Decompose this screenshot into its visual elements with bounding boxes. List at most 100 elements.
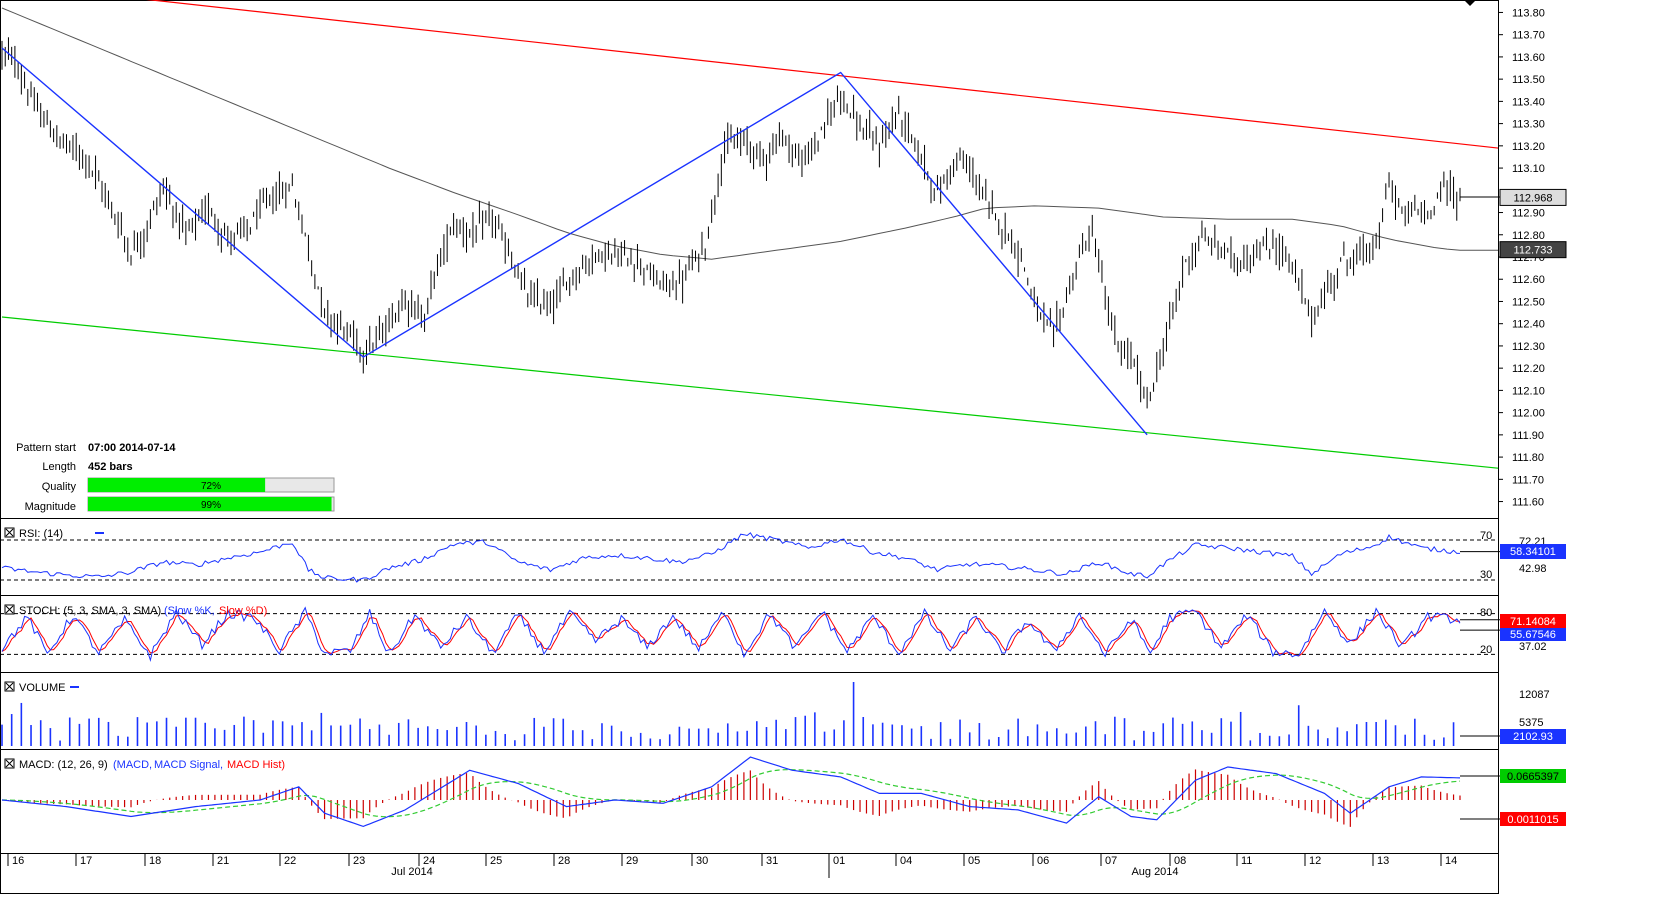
volume-current-value: 2102.93	[1513, 731, 1553, 743]
day-label: 11	[1241, 855, 1252, 867]
volume-axis-high: 12087	[1519, 689, 1550, 701]
pattern-length-label: Length	[42, 461, 76, 473]
stoch-pane-frame	[0, 595, 1499, 673]
macd-current-badge	[1500, 769, 1566, 783]
rsi-line	[1, 532, 1460, 583]
month-label-jul: Jul 2014	[391, 866, 433, 878]
day-label: 12	[1309, 855, 1321, 867]
day-label: 14	[1445, 855, 1457, 867]
moving-average-line	[1, 7, 1498, 260]
volume-plot	[1, 682, 1500, 746]
price-tick-label: 112.90	[1512, 208, 1545, 220]
day-label: 08	[1174, 855, 1186, 867]
stoch-d-label: Slow %D)	[219, 605, 267, 617]
magnitude-label: Magnitude	[25, 501, 76, 513]
day-label: 23	[353, 855, 365, 867]
stoch-d-badge	[1500, 628, 1566, 641]
price-tick-label: 112.00	[1512, 408, 1545, 420]
price-tick-label: 113.70	[1512, 30, 1545, 42]
pattern-zigzag-line	[1, 47, 1148, 436]
rsi-level-70: 70	[1480, 530, 1492, 542]
day-label: 17	[80, 855, 92, 867]
month-label-aug: Aug 2014	[1131, 866, 1178, 878]
time-axis-frame	[0, 853, 1499, 894]
macd-plot	[1, 756, 1500, 828]
price-tick-label: 113.30	[1512, 119, 1545, 131]
day-label: 31	[766, 855, 778, 867]
pattern-start-value: 07:00 2014-07-14	[88, 442, 176, 454]
price-tick-label: 112.60	[1512, 274, 1545, 286]
stoch-d-value: 55.67546	[1510, 629, 1556, 641]
magnitude-percent: 99%	[201, 500, 221, 511]
day-label: 29	[626, 855, 638, 867]
volume-label: VOLUME	[19, 682, 65, 694]
price-pane-frame	[0, 0, 1499, 519]
day-label: 28	[558, 855, 570, 867]
pattern-start-label: Pattern start	[16, 442, 76, 454]
macd-label: MACD: (12, 26, 9)	[19, 759, 108, 771]
stoch-level-20: 20	[1480, 644, 1492, 656]
price-tick-label: 112.30	[1512, 341, 1545, 353]
stoch-close-icon-cross	[5, 605, 14, 614]
macd-line	[1, 756, 1461, 828]
stoch-axis-value: 37.02	[1519, 641, 1547, 653]
price-tick-label: 113.50	[1512, 74, 1545, 86]
stoch-k-value: 71.14084	[1510, 616, 1556, 628]
rsi-axis-value-low: 42.98	[1519, 563, 1547, 575]
current-price-value: 112.968	[1514, 192, 1553, 204]
stoch-label: STOCH: (5, 3, SMA, 3, SMA)	[19, 605, 161, 617]
price-tick-label: 111.80	[1512, 452, 1544, 464]
macd-hist-badge	[1500, 812, 1566, 826]
rsi-level-30: 30	[1480, 569, 1492, 581]
magnitude-bar-fill	[88, 497, 332, 511]
current-price-badge	[1499, 188, 1567, 206]
quality-bar-fill	[88, 478, 266, 492]
macd-header: MACD: (12, 26, 9) (MACD, MACD Signal, MA…	[4, 758, 285, 771]
time-axis: 16 17 18 21 22 23 24 25 28 29 30 31 01 04 05 06 07 08 11 12…	[7, 854, 1457, 878]
day-label: 01	[833, 855, 845, 867]
price-tick-label: 112.80	[1512, 230, 1545, 242]
pattern-length-value: 452 bars	[88, 461, 133, 473]
quality-percent: 72%	[201, 481, 221, 492]
stoch-header: STOCH: (5, 3, SMA, 3, SMA) (Slow %K, Slo…	[4, 604, 267, 617]
macd-hist-value: 0.0011015	[1507, 814, 1558, 826]
day-label: 04	[900, 855, 912, 867]
stoch-d-line	[1, 610, 1460, 657]
day-label: 24	[423, 855, 435, 867]
macd-close-icon-cross	[5, 759, 14, 768]
day-label: 13	[1377, 855, 1389, 867]
price-tick-label: 111.60	[1512, 497, 1544, 509]
quality-label: Quality	[42, 481, 77, 493]
price-tick-label: 113.20	[1512, 141, 1545, 153]
day-label: 06	[1037, 855, 1049, 867]
price-tick-label: 112.20	[1512, 363, 1545, 375]
day-label: 25	[490, 855, 502, 867]
upper-channel-line	[146, 0, 1499, 149]
ma-value-badge	[1499, 241, 1567, 259]
pattern-info-panel: Pattern start 07:00 2014-07-14 Length 45…	[16, 442, 335, 513]
stoch-plot	[0, 606, 1500, 662]
price-tick-label: 113.10	[1512, 163, 1545, 175]
stoch-level-80: 80	[1480, 607, 1492, 619]
rsi-close-icon-cross	[5, 528, 14, 537]
rsi-plot	[0, 532, 1500, 583]
rsi-pane-frame	[0, 518, 1499, 596]
rsi-header: RSI: (14)	[4, 527, 104, 540]
price-tick-label: 112.10	[1512, 385, 1545, 397]
price-tick-label: 111.90	[1512, 430, 1544, 442]
price-tick-label: 113.60	[1512, 52, 1545, 64]
price-tick-label: 112.50	[1512, 296, 1545, 308]
volume-axis-mid: 5375	[1519, 717, 1543, 729]
stoch-k-label: (Slow %K,	[164, 605, 215, 617]
chart-menu-chevron-icon[interactable]	[1464, 0, 1476, 6]
day-label: 16	[12, 855, 24, 867]
day-label: 05	[968, 855, 980, 867]
day-label: 07	[1105, 855, 1117, 867]
price-tick-label: 113.80	[1512, 7, 1545, 19]
macd-signal-label: MACD Signal,	[154, 759, 223, 771]
volume-header: VOLUME	[4, 681, 79, 694]
stoch-k-line	[1, 606, 1461, 662]
day-label: 18	[149, 855, 161, 867]
